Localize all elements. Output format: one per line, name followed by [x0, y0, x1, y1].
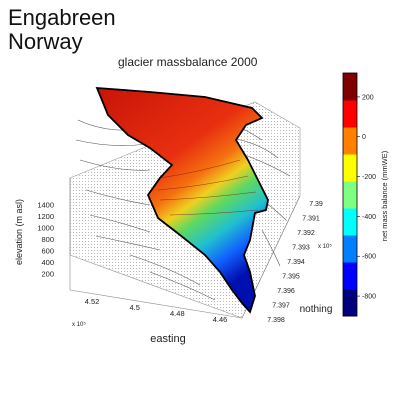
y-tick-label: 7.394 [287, 259, 305, 266]
colorbar-tick-label: -600 [362, 254, 376, 261]
colorbar-tick-label: 0 [362, 134, 366, 141]
y-tick-label: 7.398 [267, 317, 285, 324]
colorbar: 200 0 -200 -400 -600 -800 net mass balance (m… [342, 72, 389, 317]
y-tick-label: 7.39 [309, 201, 323, 208]
y-tick-labels: 7.39 7.391 7.392 7.393 7.394 7.395 7.396 7.397 7… [267, 201, 323, 324]
z-tick-labels: 200 400 600 800 1000 1200 1400 [37, 201, 54, 279]
y-tick-label: 7.395 [282, 274, 300, 281]
colorbar-tick-label: -800 [362, 294, 376, 301]
x-tick-labels: 4.52 4.5 4.48 4.46 [85, 297, 228, 324]
colorbar-segment [343, 100, 357, 128]
z-tick-label: 600 [41, 247, 54, 256]
z-tick-label: 800 [41, 235, 54, 244]
y-tick-label: 7.396 [277, 288, 295, 295]
colorbar-tick-label: -200 [362, 174, 376, 181]
colorbar-segment [343, 154, 357, 182]
colorbar-segment [343, 289, 357, 317]
y-axis-label: nothing [300, 304, 333, 315]
heading-line-2: Norway [8, 29, 83, 54]
z-tick-label: 200 [41, 270, 54, 279]
x-tick-label: 4.48 [170, 309, 185, 318]
heading-line-1: Engabreen [8, 5, 116, 30]
colorbar-segment [343, 181, 357, 209]
x-tick-label: 4.5 [129, 303, 139, 312]
x-tick-label: 4.46 [213, 315, 228, 324]
y-tick-label: 7.392 [297, 230, 315, 237]
colorbar-segment [343, 262, 357, 290]
colorbar-tick-label: 200 [362, 94, 374, 101]
z-tick-label: 1400 [37, 201, 54, 210]
colorbar-segment [343, 73, 357, 101]
z-tick-label: 1200 [37, 212, 54, 221]
colorbar-segment [343, 235, 357, 263]
glacier-surface [95, 86, 269, 314]
x-tick-label: 4.52 [85, 297, 100, 306]
colorbar-segment [343, 127, 357, 155]
x-scale-label: x 10⁵ [72, 321, 86, 328]
heading: Engabreen Norway [8, 6, 116, 54]
y-tick-label: 7.397 [272, 303, 290, 310]
y-tick-label: 7.393 [292, 245, 310, 252]
x-axis-label: easting [150, 333, 185, 345]
z-tick-label: 1000 [37, 224, 54, 233]
colorbar-segment [343, 208, 357, 236]
z-axis-label: elevation (m asl) [14, 199, 24, 265]
chart-title: glacier massbalance 2000 [118, 55, 258, 69]
z-tick-label: 400 [41, 258, 54, 267]
colorbar-label: net mass balance (mmWE) [380, 150, 389, 241]
y-tick-label: 7.391 [302, 216, 320, 223]
glacier-contours [157, 159, 259, 216]
colorbar-tick-label: -400 [362, 214, 376, 221]
y-scale-label: x 10⁵ [318, 243, 332, 250]
